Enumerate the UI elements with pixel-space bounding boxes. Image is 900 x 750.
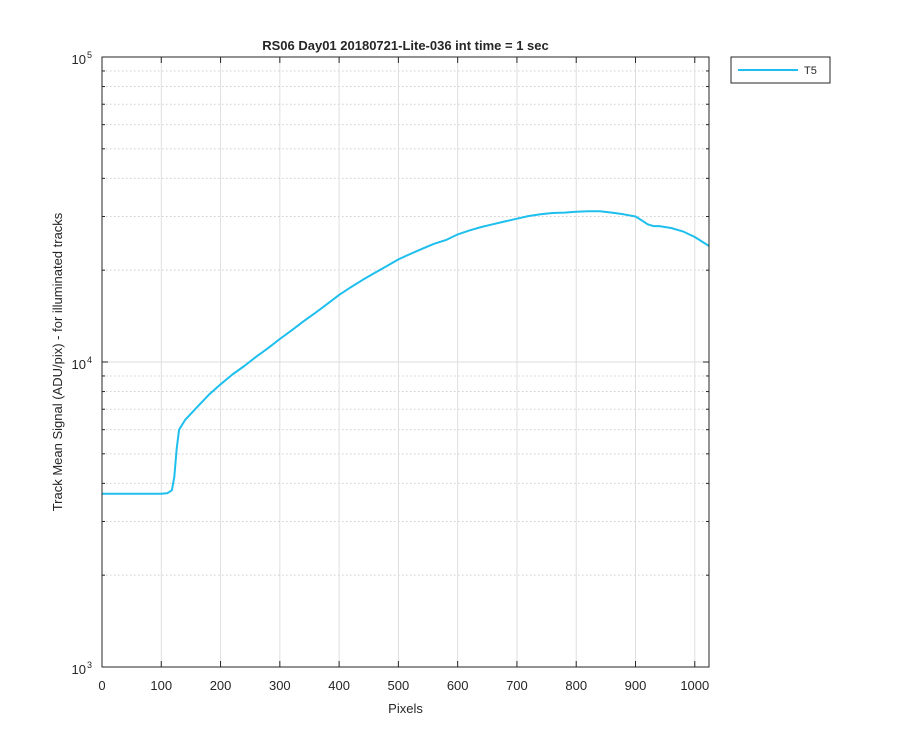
x-tick-label: 500 — [388, 678, 410, 693]
x-tick-label: 900 — [625, 678, 647, 693]
x-tick-label: 600 — [447, 678, 469, 693]
series-layer — [102, 210, 710, 495]
y-tick-exponent: 4 — [87, 355, 92, 365]
y-tick-exponent: 3 — [87, 660, 92, 670]
y-tick-label: 10 — [72, 662, 86, 677]
x-tick-label: 100 — [150, 678, 172, 693]
x-axis-label: Pixels — [388, 701, 423, 716]
y-tick-label: 10 — [72, 357, 86, 372]
grid-lines — [102, 57, 709, 667]
y-axis-label: Track Mean Signal (ADU/pix) - for illumi… — [50, 212, 65, 511]
legend: T5 — [730, 56, 831, 84]
chart-title: RS06 Day01 20180721-Lite-036 int time = … — [262, 38, 549, 53]
axes-frame — [101, 56, 710, 668]
series-line-t5 — [102, 210, 710, 495]
x-tick-label: 400 — [328, 678, 350, 693]
x-tick-label: 0 — [98, 678, 105, 693]
y-tick-label: 10 — [72, 52, 86, 67]
x-tick-label: 200 — [210, 678, 232, 693]
x-tick-label: 300 — [269, 678, 291, 693]
legend-label-t5: T5 — [804, 65, 817, 77]
x-tick-label: 700 — [506, 678, 528, 693]
x-tick-label: 1000 — [680, 678, 709, 693]
x-tick-label: 800 — [565, 678, 587, 693]
y-tick-exponent: 5 — [87, 50, 92, 60]
